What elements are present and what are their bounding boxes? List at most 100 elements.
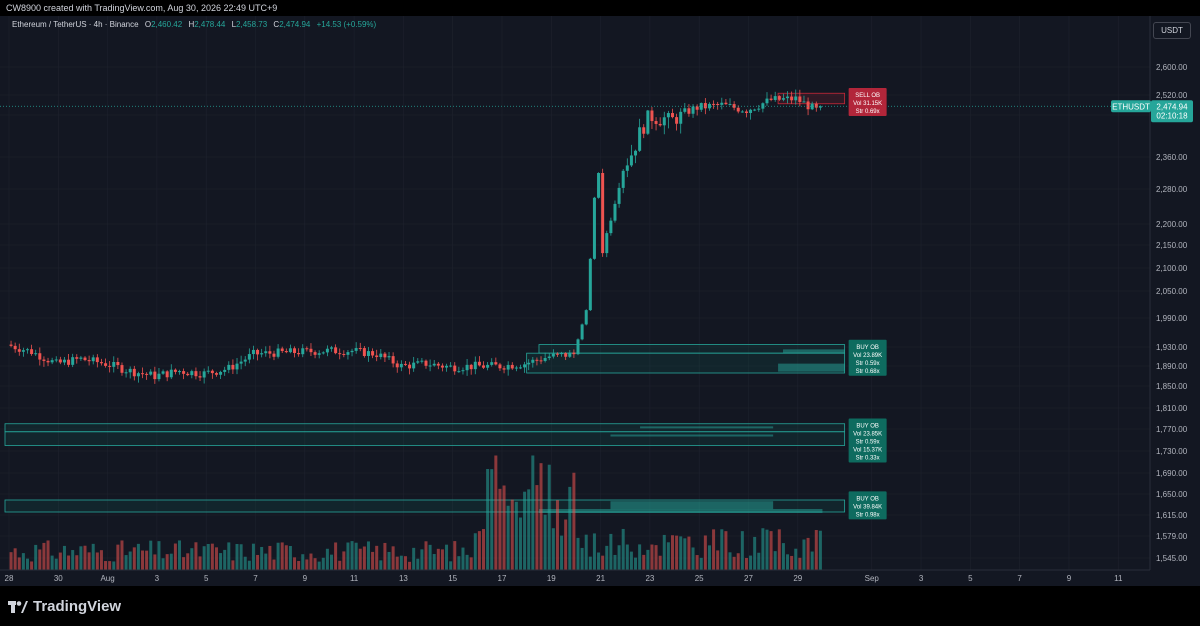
- candle[interactable]: [338, 348, 342, 360]
- candle[interactable]: [580, 323, 584, 341]
- candle[interactable]: [243, 356, 247, 367]
- candle[interactable]: [514, 365, 518, 372]
- candle[interactable]: [666, 110, 670, 129]
- candle[interactable]: [358, 342, 362, 352]
- candle[interactable]: [572, 349, 576, 358]
- candle[interactable]: [264, 346, 268, 357]
- candle[interactable]: [432, 360, 436, 367]
- candle[interactable]: [301, 344, 305, 358]
- candle[interactable]: [601, 168, 605, 257]
- candle[interactable]: [634, 149, 638, 164]
- candle[interactable]: [753, 108, 757, 112]
- candle[interactable]: [297, 348, 301, 357]
- candle[interactable]: [761, 102, 765, 113]
- candle[interactable]: [330, 345, 334, 352]
- candle[interactable]: [132, 365, 136, 381]
- candle[interactable]: [781, 93, 785, 102]
- candle[interactable]: [387, 352, 391, 361]
- candle[interactable]: [206, 366, 210, 374]
- candle[interactable]: [190, 369, 194, 379]
- candle[interactable]: [490, 358, 494, 367]
- candle[interactable]: [777, 95, 781, 101]
- candle[interactable]: [214, 371, 218, 377]
- candle[interactable]: [231, 359, 235, 374]
- candle[interactable]: [366, 347, 370, 362]
- candle[interactable]: [62, 356, 66, 366]
- candle[interactable]: [120, 362, 124, 376]
- candle[interactable]: [617, 182, 621, 208]
- candle[interactable]: [461, 367, 465, 375]
- candle[interactable]: [313, 350, 317, 359]
- candle[interactable]: [506, 361, 510, 376]
- candle[interactable]: [157, 368, 161, 382]
- candle[interactable]: [687, 104, 691, 117]
- candle[interactable]: [399, 360, 403, 372]
- candle[interactable]: [202, 368, 206, 384]
- candle[interactable]: [732, 101, 736, 111]
- candle[interactable]: [786, 91, 790, 104]
- candle[interactable]: [625, 158, 629, 178]
- candle[interactable]: [128, 366, 132, 379]
- candle[interactable]: [25, 347, 29, 354]
- candle[interactable]: [543, 352, 547, 363]
- candle[interactable]: [177, 369, 181, 375]
- candle[interactable]: [9, 340, 13, 348]
- candle[interactable]: [675, 113, 679, 131]
- candle[interactable]: [136, 371, 140, 383]
- candle[interactable]: [535, 357, 539, 366]
- candle[interactable]: [50, 357, 54, 365]
- candle[interactable]: [584, 309, 588, 326]
- candle[interactable]: [588, 257, 592, 312]
- candle[interactable]: [712, 100, 716, 109]
- candle[interactable]: [34, 349, 38, 356]
- candle[interactable]: [465, 358, 469, 376]
- candle[interactable]: [555, 352, 559, 358]
- candle[interactable]: [765, 92, 769, 106]
- candle[interactable]: [818, 105, 822, 111]
- candle[interactable]: [371, 348, 375, 359]
- candle[interactable]: [149, 369, 153, 376]
- candle[interactable]: [547, 353, 551, 361]
- candle[interactable]: [99, 358, 103, 366]
- candle[interactable]: [321, 351, 325, 355]
- candle[interactable]: [436, 362, 440, 370]
- candle[interactable]: [247, 348, 251, 364]
- candle[interactable]: [757, 104, 761, 112]
- candle[interactable]: [173, 368, 177, 375]
- candle[interactable]: [17, 343, 21, 356]
- candle[interactable]: [67, 354, 71, 368]
- tradingview-logo[interactable]: TradingView: [8, 598, 121, 615]
- candle[interactable]: [21, 347, 25, 357]
- candle[interactable]: [494, 357, 498, 366]
- candle[interactable]: [683, 102, 687, 114]
- candle[interactable]: [194, 367, 198, 380]
- candle[interactable]: [383, 351, 387, 362]
- candle[interactable]: [182, 368, 186, 380]
- candle[interactable]: [71, 353, 75, 368]
- candle[interactable]: [486, 362, 490, 371]
- candle[interactable]: [395, 360, 399, 373]
- candle[interactable]: [502, 365, 506, 374]
- candle[interactable]: [477, 356, 481, 367]
- candle[interactable]: [592, 196, 596, 260]
- price-scale[interactable]: 2,600.002,520.002,440.002,360.002,280.00…: [1156, 63, 1188, 563]
- candle[interactable]: [391, 352, 395, 368]
- candle[interactable]: [112, 356, 116, 373]
- candle[interactable]: [609, 217, 613, 236]
- candle[interactable]: [716, 101, 720, 110]
- candle[interactable]: [707, 102, 711, 111]
- candle[interactable]: [445, 363, 449, 372]
- candle[interactable]: [769, 94, 773, 102]
- candle[interactable]: [165, 370, 169, 382]
- candle[interactable]: [794, 89, 798, 105]
- candle[interactable]: [605, 230, 609, 258]
- candle[interactable]: [482, 361, 486, 370]
- candle[interactable]: [141, 367, 145, 379]
- candle[interactable]: [638, 118, 642, 152]
- symbol-name[interactable]: Ethereum / TetherUS · 4h · Binance: [12, 20, 139, 29]
- candle[interactable]: [650, 106, 654, 130]
- candle[interactable]: [284, 348, 288, 354]
- candle[interactable]: [346, 349, 350, 360]
- candle[interactable]: [740, 110, 744, 113]
- candle[interactable]: [798, 89, 802, 107]
